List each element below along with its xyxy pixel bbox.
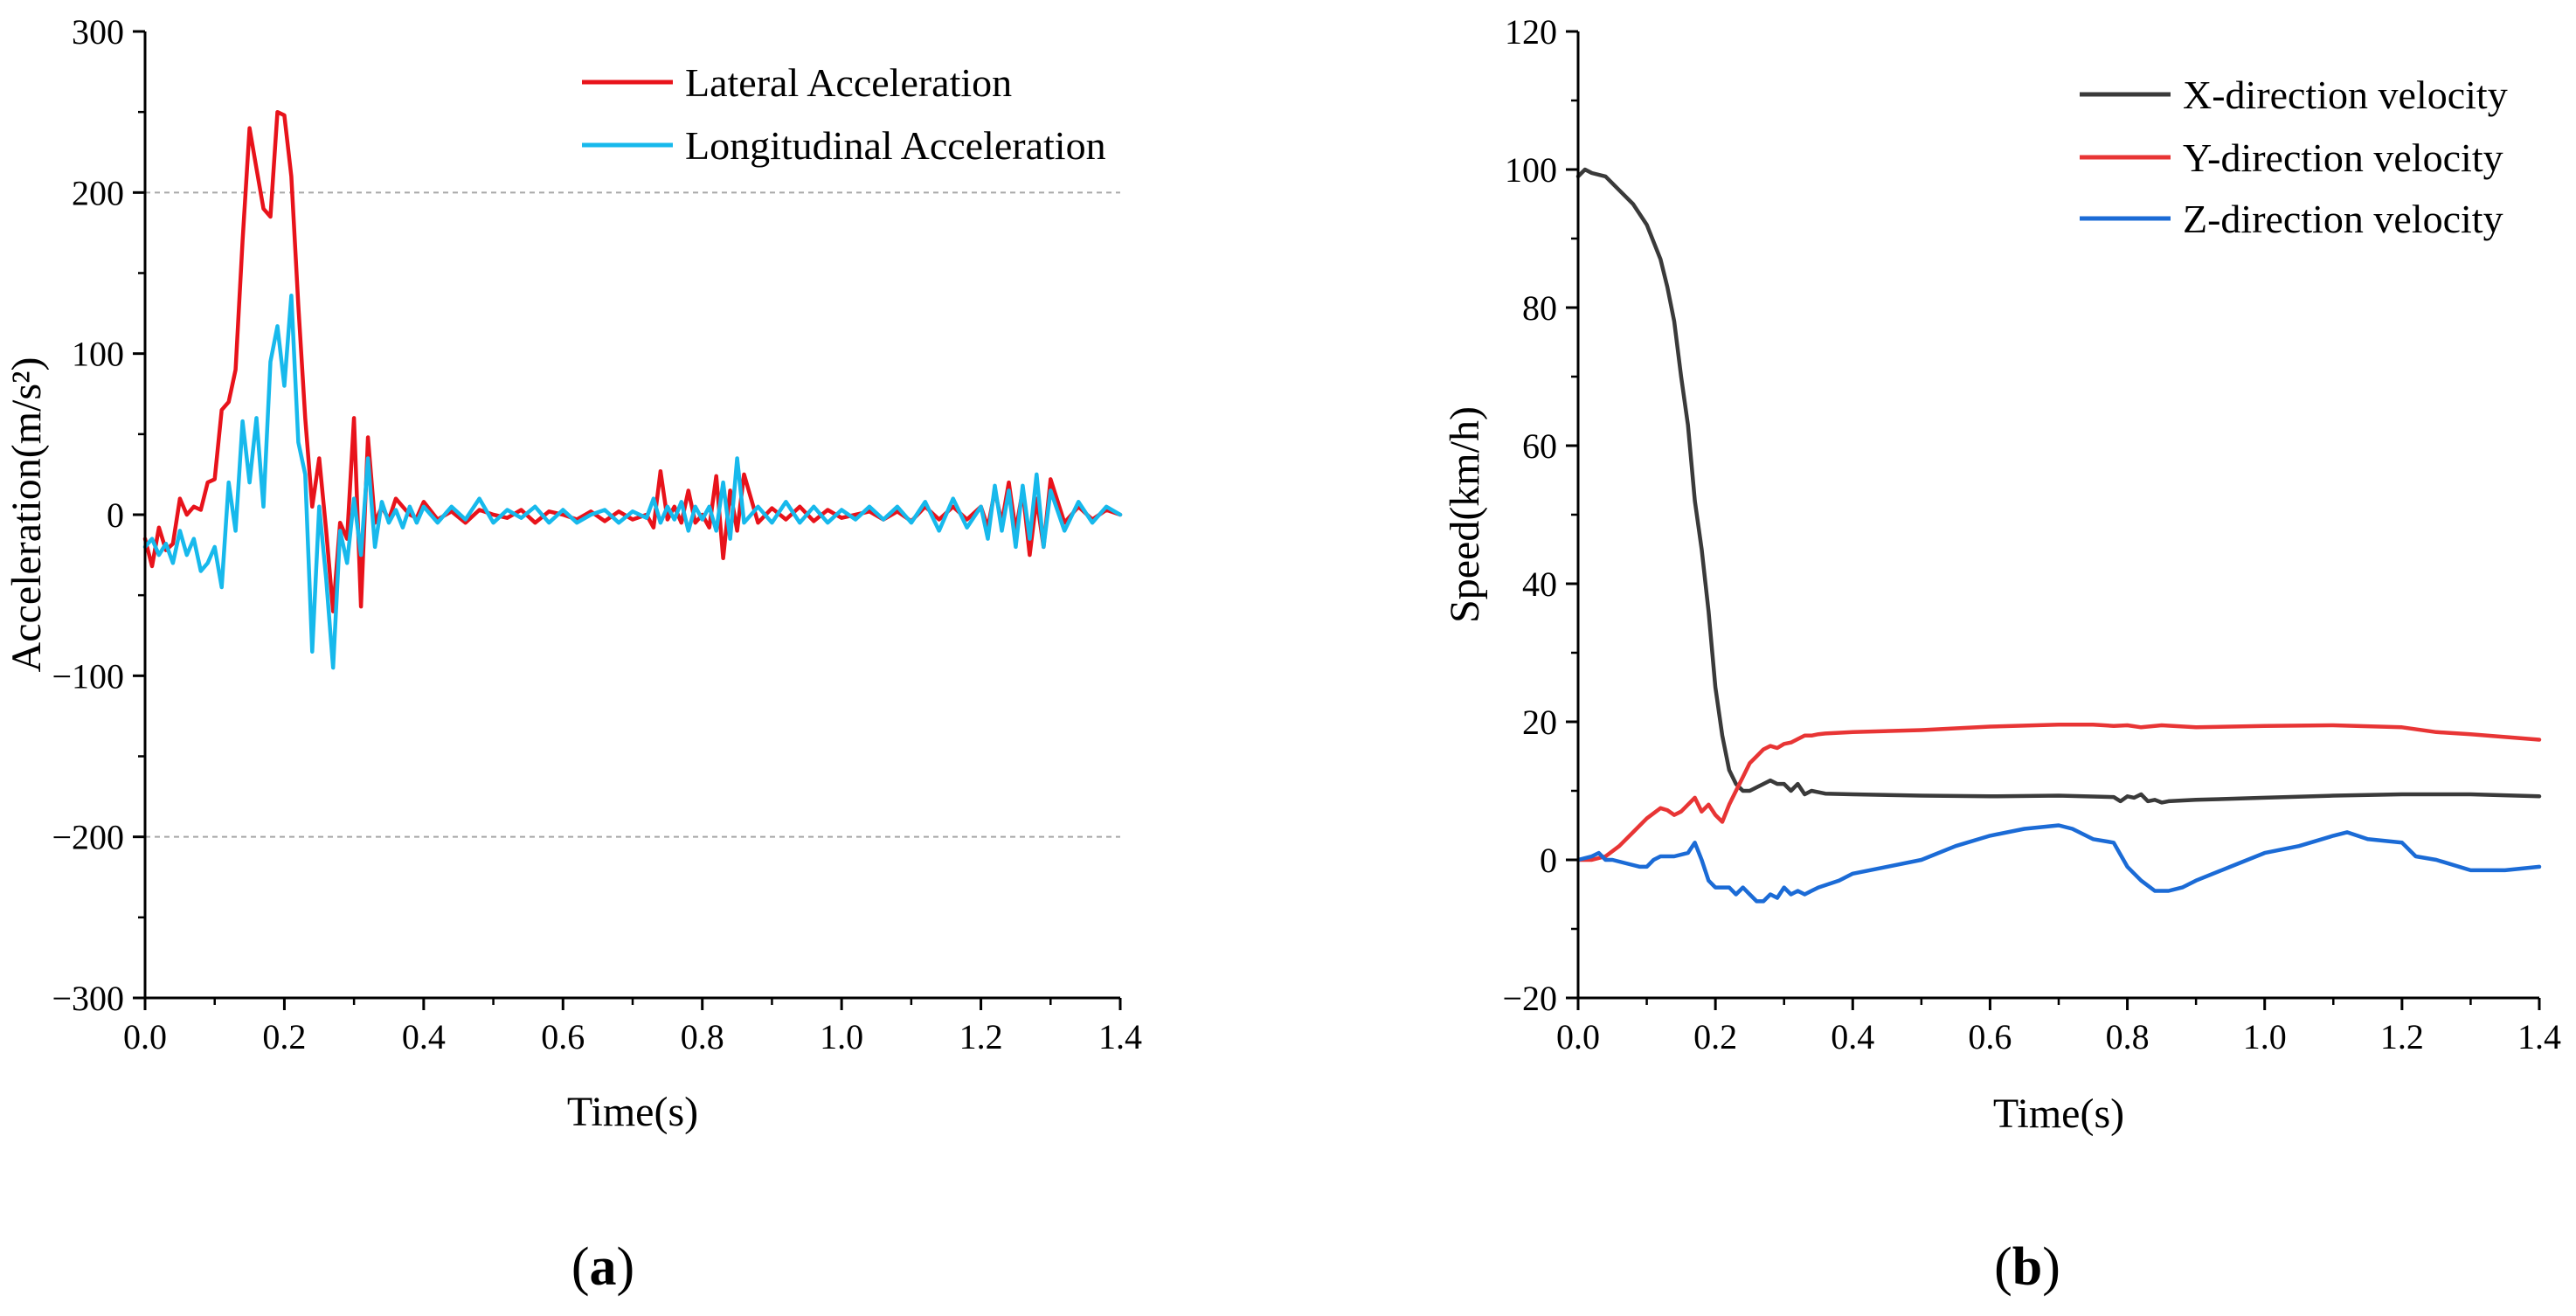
x-tick-label: 1.0 — [820, 1017, 863, 1056]
x-tick-label: 0.8 — [681, 1017, 724, 1056]
x-tick-label: 1.4 — [2517, 1017, 2561, 1056]
y-tick-label: 120 — [1505, 12, 1557, 52]
series-line-1 — [1575, 167, 2542, 805]
series-line-3 — [1575, 823, 2542, 904]
y-tick-label: −20 — [1502, 979, 1557, 1018]
panel-label-a-letter: a — [590, 1237, 617, 1297]
legend-label: Z-direction velocity — [2183, 197, 2503, 241]
x-tick-label: 1.0 — [2243, 1017, 2287, 1056]
x-tick-label: 0.2 — [262, 1017, 306, 1056]
y-tick-label: −300 — [52, 979, 124, 1018]
legend-label: Y-direction velocity — [2183, 135, 2503, 180]
y-tick-label: 80 — [1522, 288, 1557, 328]
y-axis-label: Acceleration(m/s²) — [3, 357, 50, 673]
y-tick-label: 40 — [1522, 564, 1557, 604]
x-tick-label: 0.0 — [1556, 1017, 1600, 1056]
y-tick-label: 300 — [72, 12, 124, 52]
x-tick-label: 0.6 — [541, 1017, 585, 1056]
x-tick-label: 1.2 — [959, 1017, 1003, 1056]
chart-speed: 0.0 0.2 0.4 0.6 0.8 1.0 1.2 1.4 −20 0 20 40 60 80 100 1… — [1442, 12, 2561, 1137]
x-tick-label: 0.2 — [1693, 1017, 1737, 1056]
x-tick-label: 0.4 — [402, 1017, 446, 1056]
y-tick-label: 0 — [1540, 841, 1557, 880]
y-axis-label: Speed(km/h) — [1442, 406, 1488, 623]
legend-label: Longitudinal Acceleration — [685, 123, 1106, 168]
x-axis-label: Time(s) — [567, 1089, 698, 1135]
y-tick-label: −100 — [52, 656, 124, 696]
x-tick-label: 0.6 — [1968, 1017, 2012, 1056]
series-line-2 — [142, 294, 1123, 670]
y-tick-label: 0 — [107, 495, 124, 535]
y-tick-label: 20 — [1522, 703, 1557, 742]
panel-label-a: (a) — [571, 1237, 634, 1297]
panel-label-b: (b) — [1994, 1237, 2060, 1297]
legend-label: Lateral Acceleration — [685, 60, 1012, 105]
x-tick-label: 1.4 — [1098, 1017, 1142, 1056]
x-tick-label: 0.4 — [1831, 1017, 1874, 1056]
x-axis-label: Time(s) — [1993, 1091, 2124, 1137]
y-tick-label: 100 — [1505, 150, 1557, 190]
x-tick-label: 0.0 — [123, 1017, 167, 1056]
y-tick-label: −200 — [52, 818, 124, 857]
y-tick-label: 60 — [1522, 426, 1557, 466]
chart-acceleration: 0.0 0.2 0.4 0.6 0.8 1.0 1.2 1.4 −300 −200 −100 0 100… — [3, 12, 1142, 1135]
y-tick-label: 100 — [72, 335, 124, 374]
panel-label-b-letter: b — [2012, 1237, 2042, 1297]
x-tick-label: 1.2 — [2380, 1017, 2424, 1056]
y-tick-label: 200 — [72, 173, 124, 212]
series-line-2 — [1575, 722, 2542, 862]
series-line-1 — [142, 109, 1123, 613]
legend-label: X-direction velocity — [2183, 73, 2508, 117]
x-tick-label: 0.8 — [2106, 1017, 2150, 1056]
